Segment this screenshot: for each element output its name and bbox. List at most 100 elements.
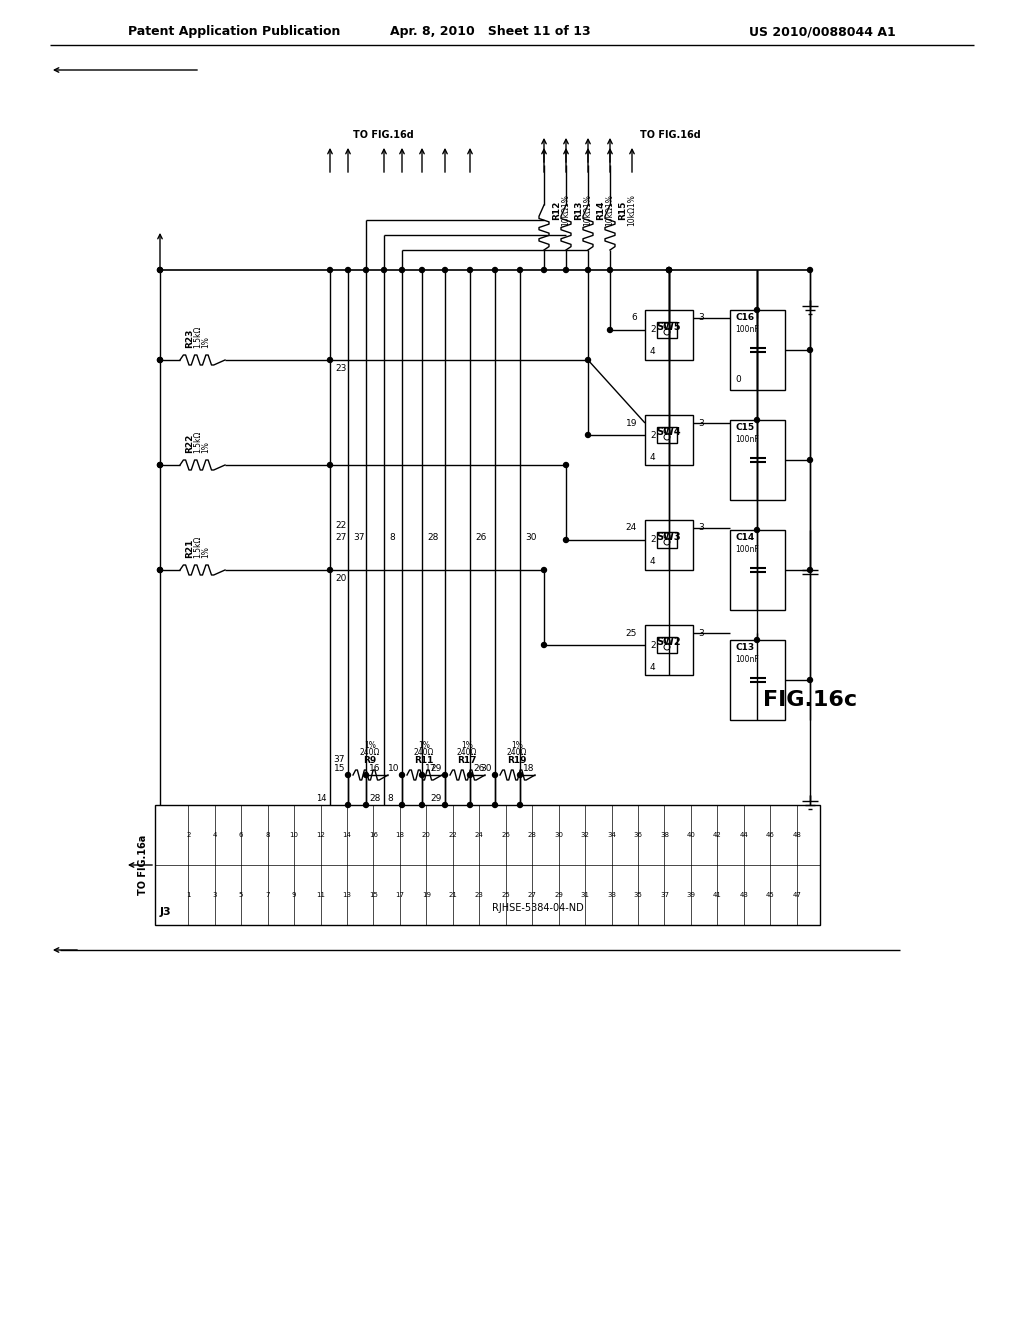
Bar bbox=[730, 640, 785, 719]
Circle shape bbox=[586, 433, 591, 437]
Circle shape bbox=[345, 772, 350, 777]
Text: 2: 2 bbox=[650, 326, 655, 334]
Bar bbox=[645, 624, 693, 675]
Bar bbox=[645, 414, 693, 465]
Text: 14: 14 bbox=[343, 832, 351, 838]
Text: C15: C15 bbox=[735, 424, 754, 433]
Text: 17: 17 bbox=[425, 764, 436, 774]
Circle shape bbox=[667, 268, 672, 272]
Circle shape bbox=[808, 568, 812, 573]
Circle shape bbox=[345, 803, 350, 808]
Text: 26: 26 bbox=[475, 533, 486, 543]
Circle shape bbox=[563, 462, 568, 467]
Bar bbox=[657, 638, 677, 653]
Text: 15: 15 bbox=[334, 764, 345, 774]
Text: 30: 30 bbox=[480, 764, 492, 774]
Text: 0: 0 bbox=[735, 375, 740, 384]
Circle shape bbox=[755, 308, 760, 313]
Circle shape bbox=[493, 772, 498, 777]
Text: 4: 4 bbox=[650, 453, 655, 462]
Text: 16: 16 bbox=[369, 832, 378, 838]
Text: 1%: 1% bbox=[201, 441, 210, 453]
Text: R23: R23 bbox=[185, 329, 194, 348]
Bar bbox=[657, 426, 677, 444]
Circle shape bbox=[420, 268, 425, 272]
Text: 19: 19 bbox=[422, 892, 431, 898]
Text: 18: 18 bbox=[395, 832, 404, 838]
Text: 37: 37 bbox=[334, 755, 345, 764]
Text: 2: 2 bbox=[650, 430, 655, 440]
Text: 25: 25 bbox=[502, 892, 510, 898]
Circle shape bbox=[493, 803, 498, 808]
Text: 26: 26 bbox=[502, 832, 510, 838]
Text: C13: C13 bbox=[735, 644, 754, 652]
Circle shape bbox=[158, 462, 163, 467]
Circle shape bbox=[442, 268, 447, 272]
Text: SW5: SW5 bbox=[656, 322, 681, 333]
Circle shape bbox=[667, 268, 672, 272]
Text: 100nF: 100nF bbox=[735, 436, 759, 445]
Circle shape bbox=[755, 638, 760, 643]
Text: 24: 24 bbox=[626, 524, 637, 532]
Text: 8: 8 bbox=[389, 533, 394, 543]
Text: 20: 20 bbox=[335, 574, 346, 583]
Text: 1%: 1% bbox=[365, 741, 376, 750]
Text: 38: 38 bbox=[660, 832, 669, 838]
Text: 19: 19 bbox=[626, 418, 637, 428]
Bar bbox=[657, 532, 677, 548]
Text: 1.5kΩ: 1.5kΩ bbox=[193, 430, 202, 453]
Text: Patent Application Publication: Patent Application Publication bbox=[128, 25, 340, 38]
Circle shape bbox=[345, 268, 350, 272]
Circle shape bbox=[542, 568, 547, 573]
Circle shape bbox=[420, 772, 425, 777]
Text: 100nF: 100nF bbox=[735, 656, 759, 664]
Text: 240Ω: 240Ω bbox=[457, 748, 477, 756]
Text: 6: 6 bbox=[631, 314, 637, 322]
Circle shape bbox=[328, 462, 333, 467]
Circle shape bbox=[158, 568, 163, 573]
Circle shape bbox=[158, 268, 163, 272]
Text: R22: R22 bbox=[185, 434, 194, 453]
Circle shape bbox=[808, 268, 812, 272]
Circle shape bbox=[607, 327, 612, 333]
Text: 33: 33 bbox=[607, 892, 616, 898]
Text: 45: 45 bbox=[766, 892, 775, 898]
Circle shape bbox=[517, 803, 522, 808]
Bar bbox=[730, 531, 785, 610]
Circle shape bbox=[517, 772, 522, 777]
Text: R11: R11 bbox=[415, 756, 434, 766]
Bar bbox=[730, 310, 785, 389]
Text: R21: R21 bbox=[185, 539, 194, 558]
Circle shape bbox=[493, 268, 498, 272]
Text: 10kΩ1%: 10kΩ1% bbox=[561, 194, 570, 226]
Text: 35: 35 bbox=[634, 892, 642, 898]
Text: 1.5kΩ: 1.5kΩ bbox=[193, 326, 202, 348]
Text: 47: 47 bbox=[793, 892, 801, 898]
Circle shape bbox=[328, 568, 333, 573]
Text: 1.5kΩ: 1.5kΩ bbox=[193, 536, 202, 558]
Text: C16: C16 bbox=[735, 314, 754, 322]
Text: R17: R17 bbox=[458, 756, 477, 766]
Text: 44: 44 bbox=[739, 832, 749, 838]
Text: 4: 4 bbox=[213, 832, 217, 838]
Circle shape bbox=[468, 803, 472, 808]
Circle shape bbox=[364, 772, 369, 777]
Text: R12: R12 bbox=[552, 201, 561, 219]
Text: 48: 48 bbox=[793, 832, 801, 838]
Text: 16: 16 bbox=[369, 764, 381, 774]
Circle shape bbox=[542, 643, 547, 648]
Circle shape bbox=[158, 358, 163, 363]
Text: 5: 5 bbox=[239, 892, 244, 898]
Text: SW3: SW3 bbox=[656, 532, 681, 543]
Text: 10kΩ1%: 10kΩ1% bbox=[605, 194, 614, 226]
Text: 27: 27 bbox=[335, 533, 346, 543]
Text: 14: 14 bbox=[316, 795, 327, 803]
Text: 36: 36 bbox=[634, 832, 642, 838]
Text: 22: 22 bbox=[449, 832, 457, 838]
Text: 10: 10 bbox=[290, 832, 299, 838]
Text: 1%: 1% bbox=[461, 741, 473, 750]
Circle shape bbox=[667, 268, 672, 272]
Text: 24: 24 bbox=[475, 832, 483, 838]
Circle shape bbox=[158, 462, 163, 467]
Text: 37: 37 bbox=[660, 892, 669, 898]
